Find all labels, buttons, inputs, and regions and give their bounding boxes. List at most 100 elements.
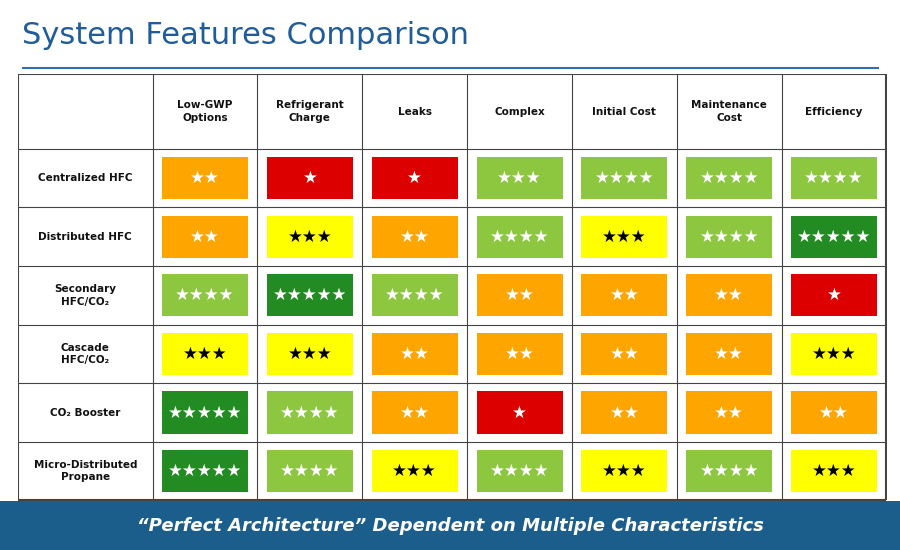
Text: ★★★★: ★★★★ [699,169,759,187]
Text: ★★★★: ★★★★ [699,228,759,246]
FancyBboxPatch shape [791,216,878,258]
Text: ★: ★ [826,287,842,304]
FancyBboxPatch shape [687,333,772,375]
Text: ★★★★: ★★★★ [280,462,339,480]
FancyBboxPatch shape [581,157,668,199]
FancyBboxPatch shape [162,450,248,492]
Text: ★★★★★: ★★★★★ [168,462,242,480]
Text: ★★: ★★ [400,404,429,422]
Text: ★★: ★★ [190,169,220,187]
FancyBboxPatch shape [267,333,353,375]
FancyBboxPatch shape [687,157,772,199]
FancyBboxPatch shape [687,392,772,434]
Text: Efficiency: Efficiency [806,107,863,117]
FancyBboxPatch shape [267,157,353,199]
FancyBboxPatch shape [267,392,353,434]
Text: ★★★★★: ★★★★★ [168,404,242,422]
FancyBboxPatch shape [791,157,878,199]
Text: ★★★★: ★★★★ [490,462,549,480]
FancyBboxPatch shape [267,216,353,258]
Text: Leaks: Leaks [398,107,432,117]
Text: ★★: ★★ [715,345,744,363]
Text: Low-GWP
Options: Low-GWP Options [177,100,233,123]
Text: ★★: ★★ [190,228,220,246]
Text: ★★★: ★★★ [602,462,647,480]
Text: ★★★★: ★★★★ [699,462,759,480]
Text: ★★★: ★★★ [812,345,857,363]
Text: ★★: ★★ [505,287,535,304]
FancyBboxPatch shape [687,274,772,316]
Text: ★★★: ★★★ [183,345,228,363]
FancyBboxPatch shape [267,450,353,492]
Text: ★★★★: ★★★★ [805,169,864,187]
Text: ★★★★: ★★★★ [490,228,549,246]
Text: Cascade
HFC/CO₂: Cascade HFC/CO₂ [61,343,110,365]
Text: System Features Comparison: System Features Comparison [22,21,470,50]
Text: Centralized HFC: Centralized HFC [38,173,132,183]
Text: ★★★: ★★★ [288,345,332,363]
Text: ★★★★: ★★★★ [385,287,445,304]
Text: Initial Cost: Initial Cost [592,107,656,117]
FancyBboxPatch shape [477,157,562,199]
Text: ★★★★★: ★★★★★ [273,287,347,304]
FancyBboxPatch shape [372,450,458,492]
FancyBboxPatch shape [0,500,900,550]
Text: ★★★: ★★★ [392,462,437,480]
FancyBboxPatch shape [372,333,458,375]
Text: ★★★★★: ★★★★★ [796,228,871,246]
Text: ★★: ★★ [609,345,639,363]
FancyBboxPatch shape [477,216,562,258]
FancyBboxPatch shape [687,216,772,258]
Text: ★★★★: ★★★★ [595,169,654,187]
FancyBboxPatch shape [581,216,668,258]
FancyBboxPatch shape [372,392,458,434]
Text: ★★: ★★ [715,287,744,304]
Text: ★★★: ★★★ [288,228,332,246]
Text: ★★: ★★ [609,404,639,422]
Text: ★: ★ [408,169,422,187]
Text: ★★★: ★★★ [812,462,857,480]
Text: Refrigerant
Charge: Refrigerant Charge [276,100,344,123]
Text: ★★: ★★ [819,404,849,422]
FancyBboxPatch shape [477,274,562,316]
FancyBboxPatch shape [477,450,562,492]
FancyBboxPatch shape [581,333,668,375]
Text: ★★★: ★★★ [497,169,542,187]
FancyBboxPatch shape [791,274,878,316]
Text: CO₂ Booster: CO₂ Booster [50,408,121,417]
Text: Distributed HFC: Distributed HFC [39,232,132,242]
FancyBboxPatch shape [162,274,248,316]
FancyBboxPatch shape [791,333,878,375]
Text: ★: ★ [302,169,318,187]
FancyBboxPatch shape [372,157,458,199]
FancyBboxPatch shape [162,157,248,199]
FancyBboxPatch shape [162,216,248,258]
Text: ★★★: ★★★ [602,228,647,246]
FancyBboxPatch shape [162,392,248,434]
Text: ★★★★: ★★★★ [280,404,339,422]
FancyBboxPatch shape [372,216,458,258]
Text: Micro-Distributed
Propane: Micro-Distributed Propane [33,460,137,482]
FancyBboxPatch shape [162,333,248,375]
FancyBboxPatch shape [791,392,878,434]
Text: Complex: Complex [494,107,544,117]
FancyBboxPatch shape [581,450,668,492]
Text: ★★: ★★ [400,345,429,363]
Text: ★★: ★★ [505,345,535,363]
Text: ★★: ★★ [715,404,744,422]
Text: Secondary
HFC/CO₂: Secondary HFC/CO₂ [54,284,116,306]
Text: ★: ★ [512,404,527,422]
FancyBboxPatch shape [267,274,353,316]
Text: ★★★★: ★★★★ [176,287,235,304]
Text: ★★: ★★ [609,287,639,304]
FancyBboxPatch shape [791,450,878,492]
FancyBboxPatch shape [477,333,562,375]
FancyBboxPatch shape [477,392,562,434]
FancyBboxPatch shape [581,274,668,316]
Text: Maintenance
Cost: Maintenance Cost [691,100,767,123]
FancyBboxPatch shape [581,392,668,434]
FancyBboxPatch shape [372,274,458,316]
FancyBboxPatch shape [687,450,772,492]
Text: ★★: ★★ [400,228,429,246]
Text: “Perfect Architecture” Dependent on Multiple Characteristics: “Perfect Architecture” Dependent on Mult… [137,517,763,535]
